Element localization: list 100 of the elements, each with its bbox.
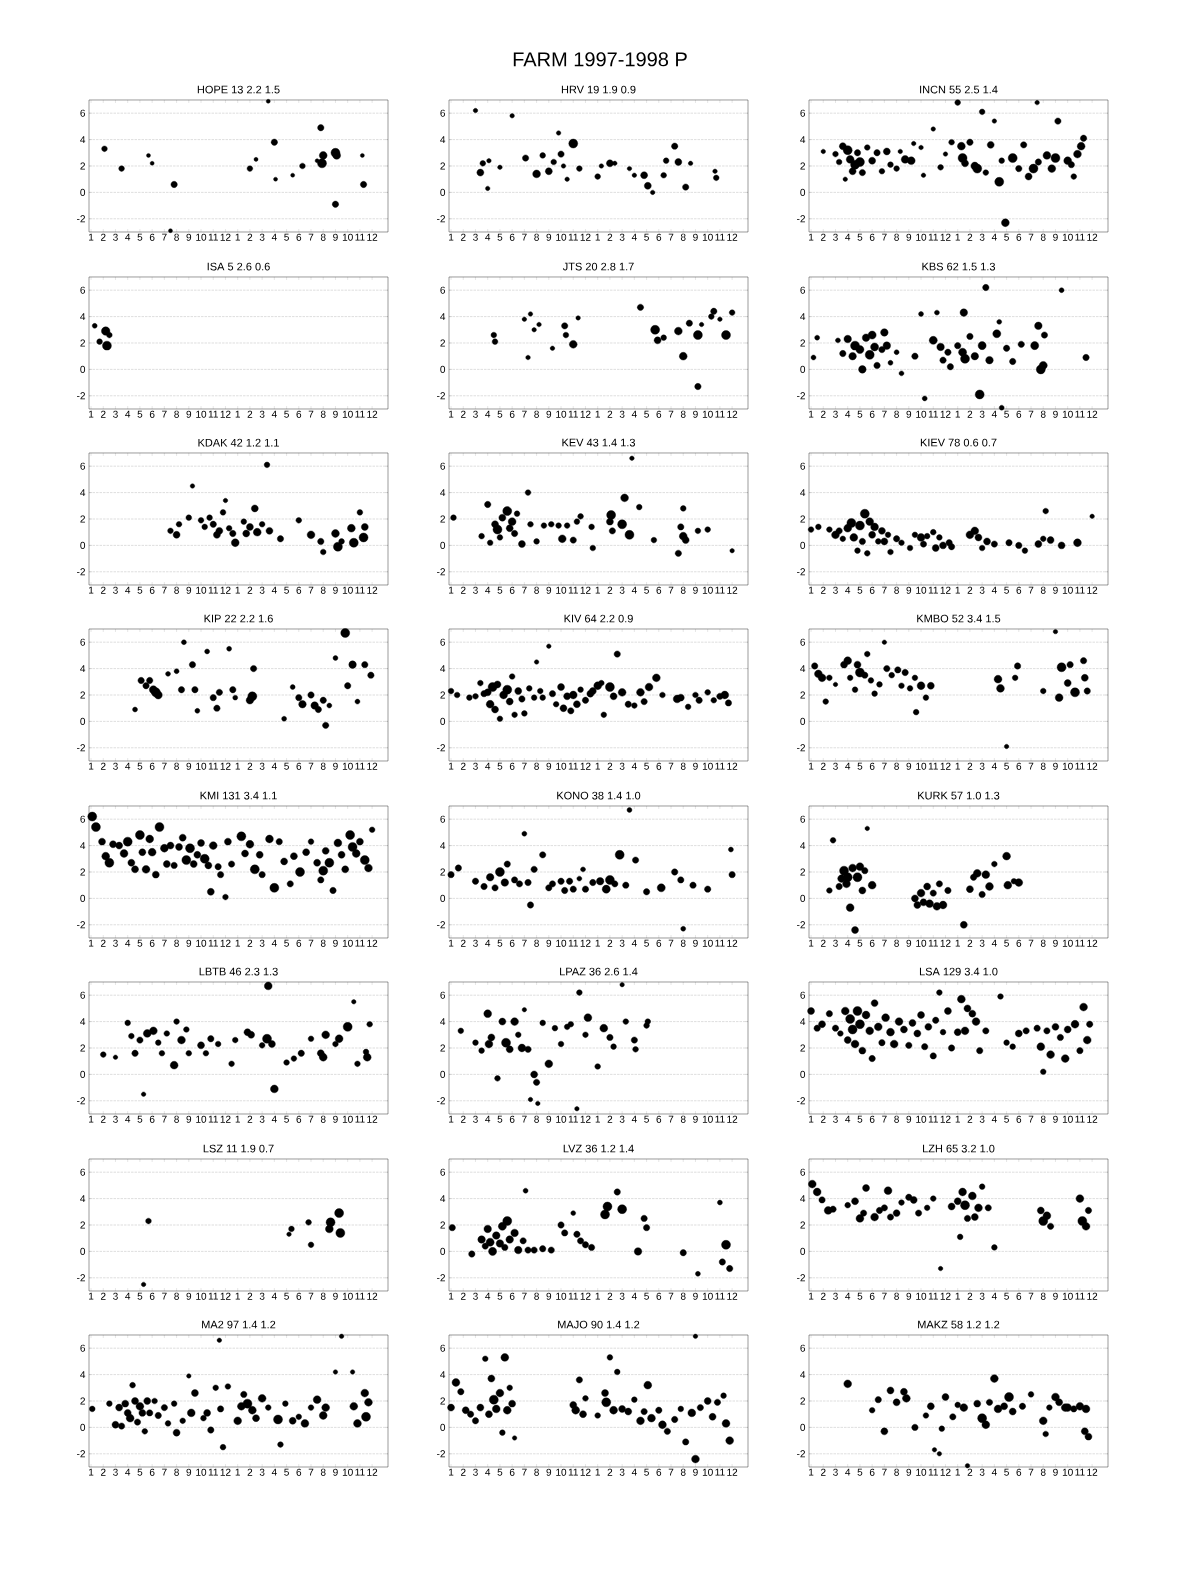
x-tick-label: 3 [833, 1468, 838, 1476]
x-tick-label: 9 [186, 1468, 192, 1476]
x-tick-label: 5 [644, 1115, 649, 1123]
x-tick-label: 7 [162, 762, 167, 770]
y-tick-label: 4 [80, 136, 86, 144]
x-tick-label: 8 [1040, 1115, 1046, 1123]
x-tick-label: 7 [668, 410, 674, 418]
x-tick-label: 9 [1053, 1115, 1058, 1123]
y-tick-label: 2 [80, 691, 85, 699]
y-tick-label: 2 [800, 339, 805, 347]
x-tick-label: 2 [460, 1292, 466, 1300]
x-tick-label: 6 [869, 233, 875, 241]
x-tick-label: 10 [916, 233, 927, 241]
x-tick-label: 7 [522, 410, 527, 418]
x-tick-label: 9 [906, 1115, 912, 1123]
x-tick-label: 2 [100, 762, 106, 770]
y-tick-label: 4 [800, 1018, 806, 1026]
x-tick-label: 9 [186, 939, 192, 947]
x-tick-label: 8 [534, 233, 539, 241]
x-tick-label: 5 [284, 410, 289, 418]
x-tick-label: 5 [497, 1292, 503, 1300]
x-tick-label: 2 [460, 762, 466, 770]
x-tick-label: 5 [644, 586, 649, 594]
x-tick-label: 12 [580, 1115, 591, 1123]
y-tick-label: 2 [440, 162, 445, 170]
y-tick-label: -2 [77, 215, 85, 223]
x-tick-label: 6 [296, 939, 302, 947]
y-tick-label: 2 [440, 691, 445, 699]
x-tick-label: 8 [174, 410, 179, 418]
y-tick-label: 6 [440, 638, 446, 646]
chart-title: HRV 19 1.9 0.9 [561, 85, 636, 94]
x-tick-label: 8 [174, 1115, 179, 1123]
x-tick-label: 4 [845, 1115, 851, 1123]
x-tick-label: 11 [568, 762, 578, 770]
x-tick-label: 10 [342, 233, 353, 241]
x-tick-label: 6 [1016, 410, 1022, 418]
chart-title: KMBO 52 3.4 1.5 [917, 614, 1001, 623]
x-tick-label: 10 [342, 410, 353, 418]
x-tick-label: 2 [247, 762, 253, 770]
x-tick-label: 5 [857, 1115, 863, 1123]
x-tick-label: 6 [656, 1292, 662, 1300]
y-tick-label: -2 [797, 1097, 805, 1105]
y-tick-label: 2 [800, 1221, 805, 1229]
x-tick-label: 2 [607, 410, 613, 418]
x-tick-label: 11 [208, 410, 218, 418]
y-tick-label: -2 [797, 921, 805, 929]
chart-title: KMI 131 3.4 1.1 [200, 791, 277, 800]
x-tick-label: 12 [727, 410, 738, 418]
x-tick-label: 8 [320, 939, 326, 947]
x-tick-label: 8 [680, 410, 686, 418]
y-tick-label: 4 [800, 1195, 806, 1203]
x-tick-label: 1 [595, 410, 600, 418]
x-tick-label: 3 [473, 586, 478, 594]
x-tick-label: 12 [580, 586, 591, 594]
x-tick-label: 7 [162, 1292, 167, 1300]
x-tick-label: 3 [979, 1115, 985, 1123]
x-tick-label: 7 [1028, 762, 1034, 770]
x-tick-label: 9 [1053, 233, 1058, 241]
x-tick-label: 12 [727, 233, 738, 241]
x-tick-label: 12 [727, 762, 738, 770]
x-tick-label: 10 [342, 762, 353, 770]
x-tick-label: 1 [449, 410, 454, 418]
x-tick-label: 12 [367, 233, 378, 241]
y-tick-label: 6 [800, 1168, 806, 1176]
x-tick-label: 5 [497, 762, 503, 770]
x-tick-label: 6 [869, 1468, 875, 1476]
x-tick-label: 8 [680, 1292, 686, 1300]
x-tick-label: 2 [247, 410, 253, 418]
x-tick-label: 5 [857, 233, 863, 241]
x-tick-label: 2 [820, 586, 826, 594]
x-tick-label: 9 [906, 410, 912, 418]
x-tick-label: 7 [308, 586, 314, 594]
y-tick-label: 4 [80, 842, 86, 850]
x-tick-label: 3 [979, 762, 985, 770]
x-tick-label: 7 [1028, 939, 1034, 947]
x-tick-label: 3 [473, 939, 478, 947]
y-tick-label: 0 [800, 1070, 806, 1078]
x-tick-label: 11 [715, 762, 725, 770]
x-tick-label: 10 [556, 1292, 567, 1300]
y-tick-label: 4 [80, 1018, 86, 1026]
y-tick-label: 0 [80, 365, 86, 373]
x-tick-label: 8 [534, 586, 539, 594]
x-tick-label: 10 [556, 1468, 567, 1476]
x-tick-label: 2 [967, 1292, 973, 1300]
chart-title: LZH 65 3.2 1.0 [923, 1144, 995, 1153]
y-tick-label: 2 [80, 1397, 85, 1405]
x-tick-label: 8 [1040, 233, 1046, 241]
x-tick-label: 8 [534, 1292, 539, 1300]
y-tick-label: 6 [440, 1168, 446, 1176]
x-tick-label: 6 [656, 410, 662, 418]
x-tick-label: 12 [367, 586, 378, 594]
x-tick-label: 1 [89, 233, 94, 241]
y-tick-label: 0 [800, 541, 806, 549]
x-tick-label: 6 [509, 1292, 515, 1300]
x-tick-label: 10 [556, 762, 567, 770]
x-tick-label: 4 [991, 1115, 997, 1123]
x-tick-label: 11 [1075, 233, 1085, 241]
x-tick-label: 10 [916, 939, 927, 947]
x-tick-label: 12 [580, 939, 591, 947]
x-tick-label: 7 [308, 233, 314, 241]
